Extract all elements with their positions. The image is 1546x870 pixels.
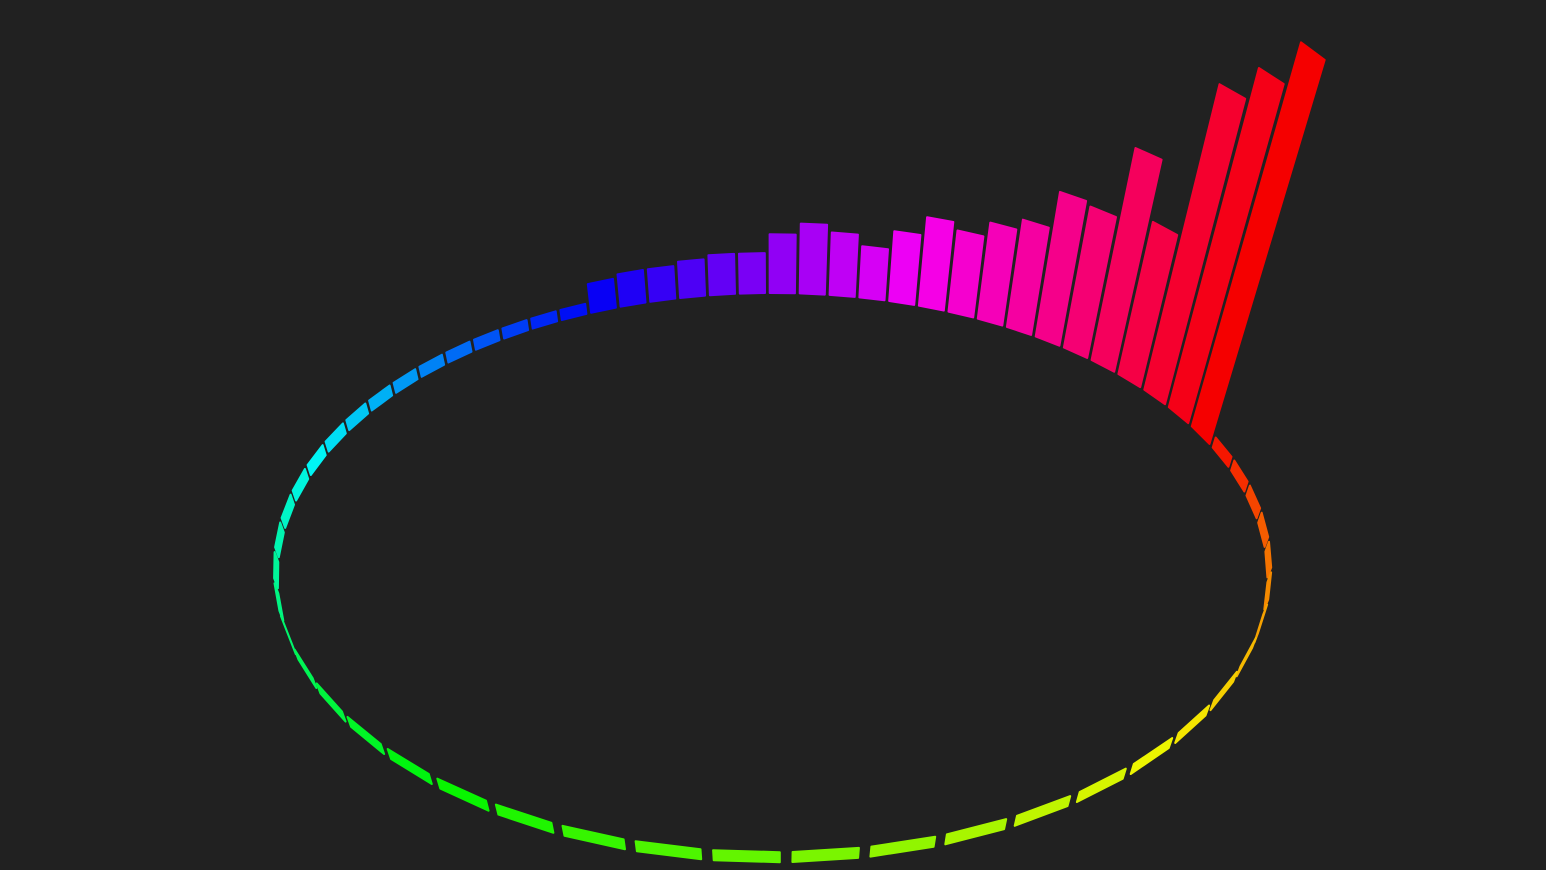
bar xyxy=(293,648,318,689)
bar xyxy=(1211,436,1233,468)
bar xyxy=(1075,767,1127,803)
bar xyxy=(418,353,446,378)
bar xyxy=(888,230,922,306)
bar xyxy=(445,340,473,364)
bar xyxy=(1257,511,1270,548)
bar xyxy=(274,521,285,559)
bar xyxy=(917,216,955,312)
bar xyxy=(1253,603,1269,644)
bar xyxy=(345,402,370,432)
bar xyxy=(869,835,937,858)
bar xyxy=(1129,737,1174,775)
bar xyxy=(1090,147,1163,373)
bar xyxy=(494,803,555,834)
bar xyxy=(346,715,386,755)
bar xyxy=(976,221,1018,327)
bar xyxy=(707,252,736,297)
bar xyxy=(386,748,433,785)
bar xyxy=(944,818,1008,846)
bar xyxy=(677,258,707,299)
bar xyxy=(559,302,588,321)
bar xyxy=(315,682,347,723)
bar xyxy=(768,233,797,295)
bar xyxy=(291,468,310,502)
bar xyxy=(858,245,889,302)
bar xyxy=(1062,205,1117,359)
bar xyxy=(1264,540,1273,579)
bar xyxy=(738,252,766,295)
bar xyxy=(280,493,295,529)
bar xyxy=(1174,704,1211,744)
bar xyxy=(1245,484,1262,520)
bar xyxy=(828,231,859,298)
bar xyxy=(1143,83,1247,406)
bar xyxy=(501,319,530,340)
bar xyxy=(947,229,985,319)
bar xyxy=(646,265,677,303)
bar xyxy=(306,444,327,476)
bar xyxy=(561,824,626,851)
bar xyxy=(1034,190,1088,347)
bar xyxy=(798,222,829,296)
bar xyxy=(273,582,285,622)
bar xyxy=(1167,67,1285,425)
bar xyxy=(1209,670,1238,712)
bar xyxy=(392,368,419,394)
bar xyxy=(1117,220,1179,389)
bar xyxy=(530,310,559,330)
bar xyxy=(473,329,501,351)
bar xyxy=(1235,636,1257,678)
bar xyxy=(1013,795,1072,827)
bar xyxy=(634,840,703,861)
bar xyxy=(1005,218,1050,336)
bar xyxy=(616,269,647,308)
bar xyxy=(279,615,297,656)
bar xyxy=(273,551,280,590)
bar xyxy=(791,846,860,863)
bar xyxy=(712,849,781,864)
bar xyxy=(1263,571,1273,611)
bar xyxy=(586,277,617,314)
bar xyxy=(436,777,490,812)
bar xyxy=(1230,459,1249,493)
bar xyxy=(368,384,394,412)
bar xyxy=(324,422,347,453)
bar xyxy=(1190,41,1326,445)
